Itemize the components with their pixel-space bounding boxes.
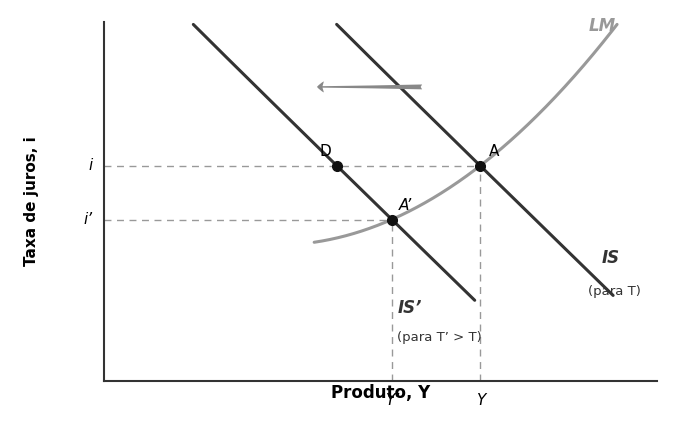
Text: Y’: Y’ [385,393,399,408]
Text: A: A [489,144,499,159]
Text: Taxa de juros, i: Taxa de juros, i [24,137,39,267]
X-axis label: Produto, Y: Produto, Y [331,383,430,401]
Text: (para T’ > T): (para T’ > T) [397,332,482,345]
Text: (para T): (para T) [588,285,641,298]
Text: D: D [320,144,331,159]
Text: i: i [89,158,93,173]
Text: LM: LM [588,17,616,35]
Text: Y: Y [475,393,485,408]
Text: IS: IS [602,249,620,267]
Text: IS’: IS’ [397,299,421,317]
Text: i’: i’ [84,212,93,227]
Text: A’: A’ [399,198,412,213]
